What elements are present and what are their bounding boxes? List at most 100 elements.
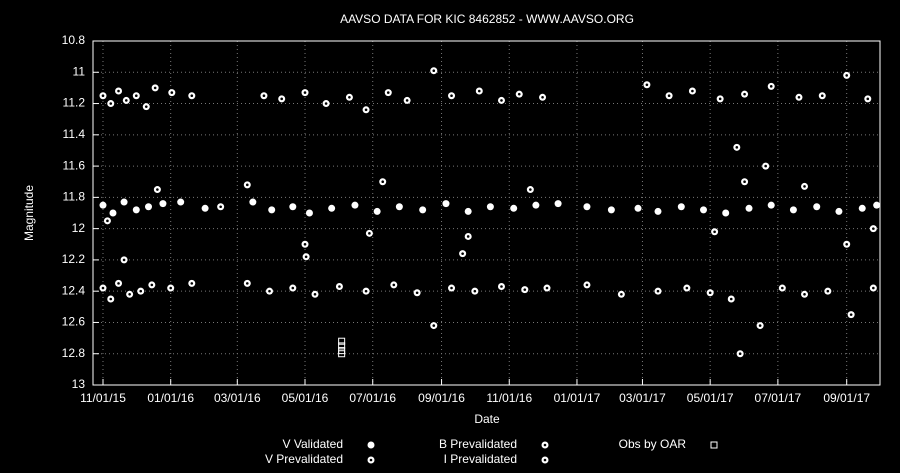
- x-tick-label: 07/01/17: [755, 391, 802, 405]
- point-core: [758, 324, 762, 327]
- y-tick-label: 12.6: [62, 315, 86, 329]
- point-core: [303, 242, 307, 246]
- point: [373, 207, 381, 215]
- point: [120, 198, 128, 206]
- point: [148, 281, 156, 289]
- point: [151, 84, 159, 92]
- y-tick-label: 12: [72, 221, 86, 235]
- point: [145, 203, 153, 211]
- point: [722, 209, 730, 217]
- point-core: [280, 97, 284, 101]
- point-core: [667, 94, 671, 98]
- y-tick-label: 12.2: [62, 252, 86, 266]
- point-core: [543, 458, 547, 462]
- point-core: [432, 324, 436, 327]
- point: [115, 279, 123, 287]
- point: [278, 95, 286, 103]
- point-core: [500, 99, 503, 102]
- point-core: [128, 293, 131, 296]
- point: [302, 253, 310, 261]
- point-core: [529, 188, 532, 191]
- point-core: [461, 252, 464, 255]
- point-core: [738, 352, 742, 356]
- point: [583, 281, 591, 289]
- point: [159, 200, 167, 208]
- legend-label: V Validated: [283, 437, 344, 451]
- point: [706, 289, 714, 297]
- point: [736, 350, 744, 358]
- point-body: [249, 198, 257, 206]
- point-body: [745, 204, 753, 212]
- point-core: [364, 289, 368, 293]
- point-core: [144, 105, 148, 108]
- legend-label: I Prevalidated: [444, 452, 517, 466]
- point-core: [153, 86, 157, 90]
- point: [741, 178, 749, 186]
- point-core: [645, 83, 649, 87]
- y-tick-label: 12.4: [62, 283, 86, 297]
- point: [448, 284, 456, 292]
- point: [177, 198, 185, 206]
- point: [654, 287, 662, 295]
- point: [665, 92, 673, 100]
- point: [541, 441, 549, 449]
- point: [243, 279, 251, 287]
- point: [789, 206, 797, 214]
- point: [756, 322, 764, 330]
- point-core: [134, 94, 138, 98]
- point: [716, 95, 724, 103]
- point: [539, 93, 547, 101]
- point-core: [685, 286, 689, 290]
- point: [813, 203, 821, 211]
- x-tick-label: 05/01/17: [687, 391, 734, 405]
- point-core: [338, 285, 341, 288]
- point-body: [813, 203, 821, 211]
- point: [413, 289, 421, 297]
- point-body: [289, 203, 297, 211]
- point: [362, 106, 370, 114]
- point-body: [607, 206, 615, 214]
- point: [843, 71, 851, 79]
- point-body: [442, 200, 450, 208]
- point: [683, 284, 691, 292]
- point: [710, 441, 718, 449]
- y-tick-label: 11.6: [63, 158, 86, 172]
- point-core: [477, 89, 481, 93]
- point: [384, 89, 392, 97]
- point: [338, 342, 346, 350]
- point: [778, 284, 786, 292]
- point: [301, 240, 309, 248]
- point-body: [177, 198, 185, 206]
- point: [727, 295, 735, 303]
- point-body: [789, 206, 797, 214]
- point: [338, 350, 346, 358]
- point: [268, 206, 276, 214]
- point-body: [767, 201, 775, 209]
- point: [142, 103, 150, 111]
- point-body: [395, 203, 403, 211]
- point-body: [159, 200, 167, 208]
- point: [335, 282, 343, 290]
- point: [367, 441, 375, 449]
- point-body: [99, 201, 107, 209]
- point: [265, 287, 273, 295]
- point: [305, 209, 313, 217]
- point-core: [541, 95, 544, 99]
- point-core: [348, 95, 351, 99]
- point-body: [486, 203, 494, 211]
- point: [532, 201, 540, 209]
- point-core: [743, 180, 746, 184]
- y-tick-label: 11.4: [63, 127, 86, 141]
- point: [634, 204, 642, 212]
- point: [328, 204, 336, 212]
- point-core: [117, 282, 120, 285]
- point: [430, 67, 438, 75]
- point: [188, 279, 196, 287]
- point-core: [139, 289, 143, 293]
- point: [322, 100, 330, 108]
- point: [137, 287, 145, 295]
- x-tick-label: 09/01/16: [418, 391, 465, 405]
- point: [869, 284, 877, 292]
- point: [864, 95, 872, 103]
- point-core: [109, 102, 113, 105]
